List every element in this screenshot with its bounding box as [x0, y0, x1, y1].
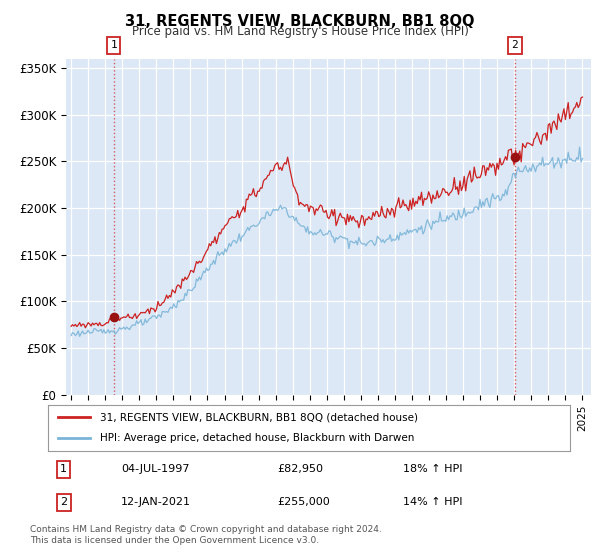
Text: 04-JUL-1997: 04-JUL-1997 — [121, 464, 190, 474]
Text: £255,000: £255,000 — [278, 497, 331, 507]
Text: 18% ↑ HPI: 18% ↑ HPI — [403, 464, 463, 474]
Text: £82,950: £82,950 — [278, 464, 323, 474]
Text: 12-JAN-2021: 12-JAN-2021 — [121, 497, 191, 507]
Text: 31, REGENTS VIEW, BLACKBURN, BB1 8QQ (detached house): 31, REGENTS VIEW, BLACKBURN, BB1 8QQ (de… — [100, 412, 418, 422]
Text: 14% ↑ HPI: 14% ↑ HPI — [403, 497, 463, 507]
Text: 31, REGENTS VIEW, BLACKBURN, BB1 8QQ: 31, REGENTS VIEW, BLACKBURN, BB1 8QQ — [125, 14, 475, 29]
Text: 2: 2 — [512, 40, 518, 50]
Text: 2: 2 — [60, 497, 67, 507]
Text: Contains HM Land Registry data © Crown copyright and database right 2024.
This d: Contains HM Land Registry data © Crown c… — [30, 525, 382, 545]
Text: Price paid vs. HM Land Registry's House Price Index (HPI): Price paid vs. HM Land Registry's House … — [131, 25, 469, 38]
Text: 1: 1 — [60, 464, 67, 474]
Text: HPI: Average price, detached house, Blackburn with Darwen: HPI: Average price, detached house, Blac… — [100, 433, 415, 444]
Text: 1: 1 — [110, 40, 117, 50]
